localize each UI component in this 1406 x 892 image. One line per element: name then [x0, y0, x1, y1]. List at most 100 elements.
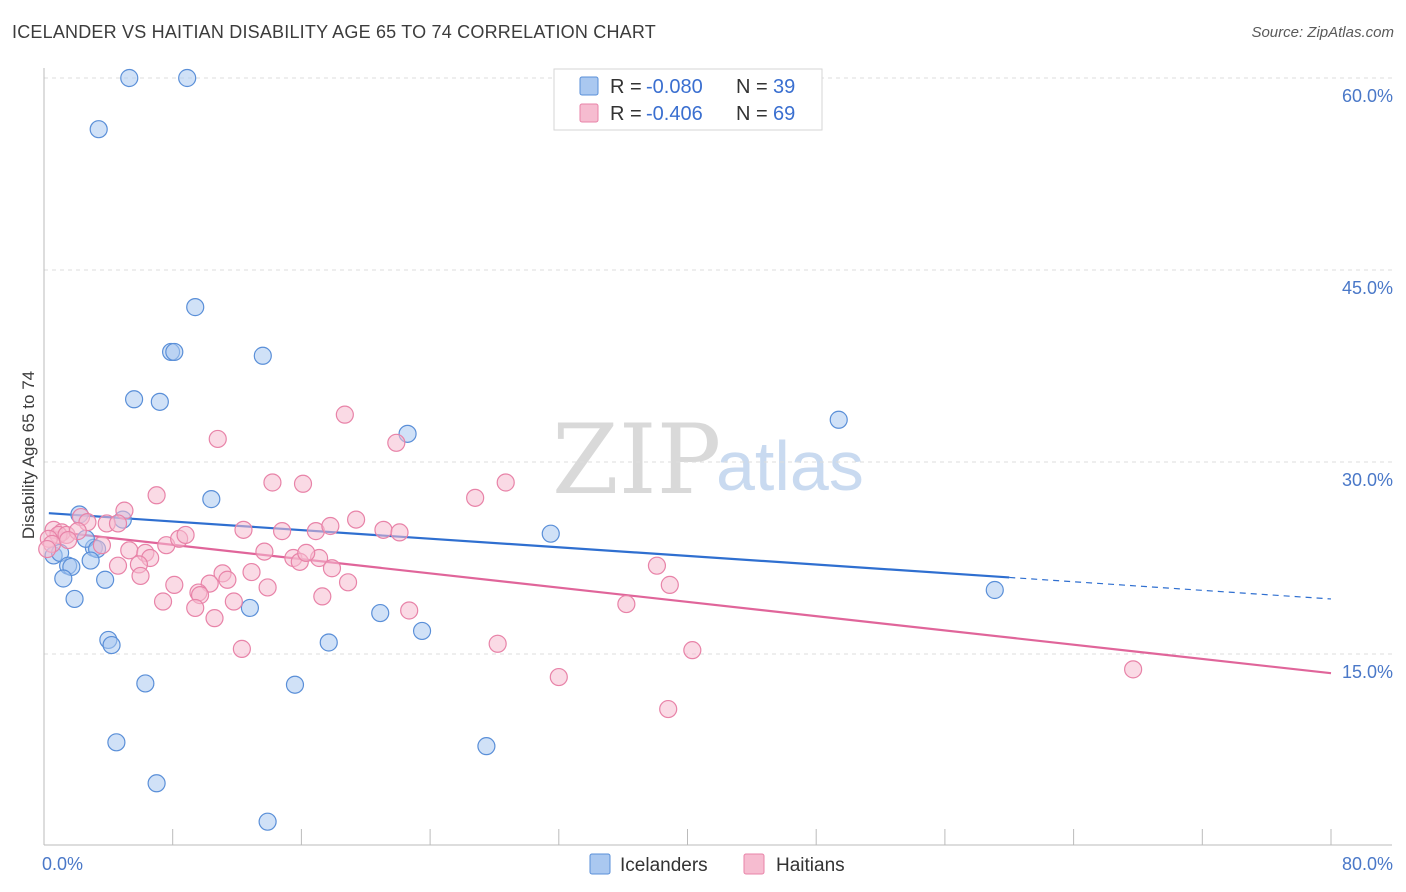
bottom-legend: Icelanders Haitians: [589, 853, 845, 876]
haitian-point: [263, 473, 282, 492]
data-points: [38, 68, 1143, 831]
haitian-point: [153, 592, 173, 611]
icelander-point: [65, 589, 84, 609]
haitian-point: [186, 598, 205, 618]
legend: R = -0.080 N = 39 R = -0.406 N = 69: [553, 68, 823, 131]
legend-n-label-icelanders: N =: [736, 76, 768, 98]
haitian-point: [338, 573, 358, 592]
legend-swatch-haitians: [579, 103, 599, 123]
haitian-point: [208, 429, 227, 449]
icelander-point: [985, 580, 1004, 600]
icelander-point: [124, 390, 144, 409]
haitian-point: [659, 699, 678, 719]
haitian-point: [400, 601, 419, 620]
icelander-point: [186, 298, 205, 317]
haitian-point: [660, 575, 679, 594]
legend-r-label-icelanders: R =: [610, 76, 642, 98]
legend-r-value-haitians: -0.406: [646, 103, 703, 125]
icelander-point: [202, 490, 221, 509]
icelander-point: [89, 120, 108, 139]
icelander-point: [285, 675, 305, 694]
haitian-point: [92, 536, 112, 555]
haitian-point: [374, 520, 393, 539]
y-axis-label: Disability Age 65 to 74: [19, 371, 38, 539]
legend-r-value-icelanders: -0.080: [646, 76, 703, 98]
y-tick-label: 45.0%: [1342, 278, 1393, 298]
watermark: ZIP atlas: [552, 404, 864, 516]
y-tick-label: 60.0%: [1342, 86, 1393, 106]
haitian-point: [313, 587, 332, 606]
x-tick-label: 0.0%: [42, 854, 83, 874]
haitian-point: [617, 594, 636, 614]
haitian-point: [59, 530, 78, 550]
icelander-point: [477, 737, 496, 756]
chart-source: Source: ZipAtlas.com: [1251, 24, 1394, 41]
x-tick-label: 80.0%: [1342, 854, 1393, 874]
haitian-point: [205, 609, 224, 628]
haitian-point: [255, 542, 274, 561]
haitian-point: [321, 516, 340, 536]
haitian-point: [488, 634, 507, 653]
watermark-atlas: atlas: [716, 427, 864, 505]
icelander-point: [412, 621, 432, 641]
icelander-point: [319, 633, 338, 652]
haitian-point: [234, 520, 253, 539]
y-tick-labels: 15.0% 30.0% 45.0% 60.0%: [1342, 86, 1393, 682]
haitian-point: [297, 543, 316, 562]
haitian-point: [549, 667, 568, 687]
haitian-point: [38, 539, 57, 559]
legend-n-label-haitians: N =: [736, 103, 768, 125]
legend-swatch-icelanders: [579, 76, 599, 96]
axes: [43, 68, 1392, 846]
haitian-point: [322, 559, 342, 578]
icelander-point: [178, 68, 197, 88]
icelander-point: [541, 524, 560, 543]
haitian-point: [272, 522, 292, 541]
haitian-point: [165, 575, 184, 594]
haitian-point: [466, 488, 485, 507]
y-tick-label: 30.0%: [1342, 470, 1393, 490]
bottom-legend-swatch-haitians: [743, 853, 765, 875]
haitian-point: [346, 510, 366, 529]
haitian-point: [176, 525, 195, 545]
haitian-point: [293, 474, 313, 493]
icelander-point: [81, 551, 100, 570]
bottom-legend-swatch-icelanders: [589, 853, 611, 875]
icelander-point: [253, 346, 272, 365]
legend-box: [553, 68, 823, 131]
haitian-point: [387, 433, 406, 452]
icelander-point: [54, 569, 73, 588]
icelander-point: [107, 733, 126, 752]
icelander-point: [120, 68, 139, 88]
icelander-point: [102, 635, 121, 655]
icelander-trend-line-extension: [1009, 576, 1332, 600]
icelander-point: [136, 674, 155, 693]
y-tick-label: 15.0%: [1342, 662, 1393, 682]
haitian-point: [232, 639, 251, 658]
icelander-point: [96, 570, 115, 589]
legend-r-label-haitians: R =: [610, 103, 642, 125]
bottom-legend-label-icelanders: Icelanders: [620, 855, 708, 876]
haitian-point: [496, 473, 515, 492]
haitian-point: [108, 556, 128, 575]
icelander-point: [371, 603, 390, 623]
legend-n-value-haitians: 69: [773, 103, 795, 125]
haitian-point: [390, 523, 409, 542]
haitian-point: [131, 566, 150, 586]
x-tick-labels: 0.0% 80.0%: [42, 854, 1393, 874]
icelander-point: [240, 598, 260, 618]
chart-title: ICELANDER VS HAITIAN DISABILITY AGE 65 T…: [12, 22, 656, 42]
haitian-point: [242, 562, 261, 582]
icelander-point: [147, 774, 166, 793]
bottom-legend-label-haitians: Haitians: [776, 855, 845, 876]
haitian-point: [147, 486, 166, 505]
haitian-point: [647, 556, 667, 575]
icelander-point: [258, 812, 277, 831]
watermark-zip: ZIP: [552, 404, 721, 516]
haitian-point: [224, 592, 243, 611]
haitian-point: [218, 570, 237, 589]
legend-n-value-icelanders: 39: [773, 76, 795, 98]
haitian-point: [335, 405, 354, 424]
haitian-point: [108, 514, 128, 533]
icelander-point: [829, 410, 848, 429]
